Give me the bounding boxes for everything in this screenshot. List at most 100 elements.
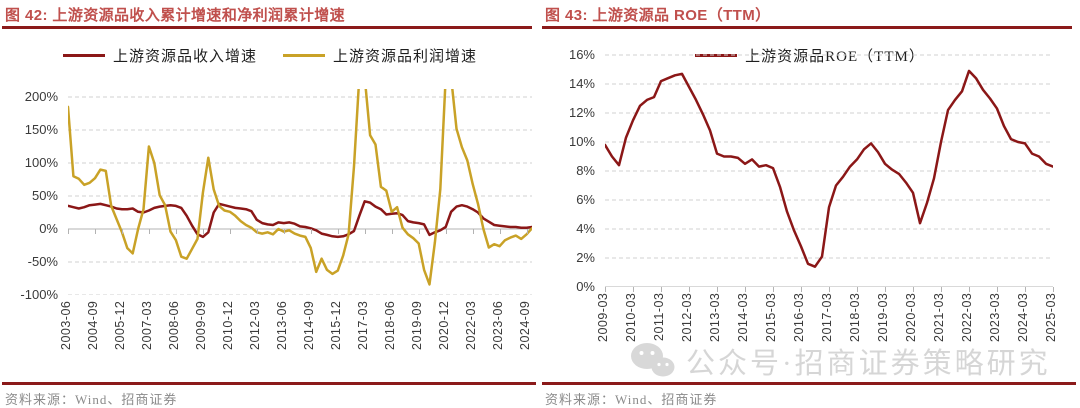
axis-tick (773, 287, 774, 292)
y-axis-label: 50% (31, 188, 58, 203)
x-axis-label: 2014-03 (736, 293, 750, 343)
x-axis-label: 2015-12 (328, 301, 343, 351)
y-axis-label: 10% (568, 134, 595, 149)
revenue-growth-line (68, 200, 532, 239)
x-axis-label: 2020-03 (904, 293, 918, 343)
axis-tick (661, 287, 662, 292)
axis-tick (969, 287, 970, 292)
x-axis-label: 2017-03 (355, 301, 370, 351)
legend-item: 上游资源品ROE（TTM） (695, 45, 925, 66)
y-axis-label: 100% (24, 155, 58, 170)
y-axis-label: 200% (24, 89, 58, 104)
x-axis-label: 2012-03 (680, 293, 694, 343)
axis-tick (857, 287, 858, 292)
chart-plot (68, 89, 532, 295)
x-axis-label: 2025-03 (1044, 293, 1058, 343)
figure-43-panel: 图 43: 上游资源品 ROE（TTM） 上游资源品ROE（TTM） 资料来源：… (540, 0, 1080, 408)
source-text: 资料来源：Wind、招商证券 (545, 392, 718, 407)
x-axis-label: 2012-03 (247, 301, 262, 351)
axis-tick (689, 287, 690, 292)
x-axis-label: 2014-09 (301, 301, 316, 351)
axis-tick (526, 229, 528, 234)
x-axis-label: 2007-03 (139, 301, 154, 351)
axis-tick (364, 229, 366, 234)
legend-swatch (283, 53, 325, 58)
figure-42-title: 图 42: 上游资源品收入累计增速和净利润累计增速 (5, 7, 346, 24)
axis-tick (605, 287, 606, 292)
axis-tick (337, 229, 339, 234)
axis-tick (801, 287, 802, 292)
title-underline (542, 26, 1072, 29)
y-axis-label: 4% (576, 221, 595, 236)
axis-tick (202, 229, 204, 234)
y-axis-label: 14% (568, 76, 595, 91)
x-axis-label: 2023-03 (988, 293, 1002, 343)
axis-tick (391, 229, 393, 234)
x-axis-label: 2017-03 (820, 293, 834, 343)
x-axis-label: 2019-09 (409, 301, 424, 351)
x-axis-label: 2003-06 (59, 301, 73, 351)
x-axis-label: 2022-03 (463, 301, 478, 351)
axis-tick (997, 287, 998, 292)
y-axis-label: 12% (568, 105, 595, 120)
axis-tick (256, 229, 258, 234)
x-axis-label: 2009-03 (596, 293, 610, 343)
axis-tick (472, 229, 474, 234)
legend-swatch (695, 53, 738, 58)
axis-tick (829, 287, 830, 292)
legend-label: 上游资源品ROE（TTM） (745, 49, 925, 65)
legend-item: 上游资源品利润增速 (283, 45, 477, 66)
axis-tick (1053, 287, 1054, 292)
x-axis-label: 2023-06 (490, 301, 505, 351)
x-axis-label: 2024-09 (517, 301, 532, 351)
x-axis-label: 2009-09 (193, 301, 208, 351)
legend-label: 上游资源品收入增速 (112, 49, 257, 65)
figure-43-title: 图 43: 上游资源品 ROE（TTM） (545, 7, 771, 24)
x-axis-label: 2022-03 (960, 293, 974, 343)
axis-tick (310, 229, 312, 234)
axis-tick (148, 229, 150, 234)
axis-tick (121, 229, 123, 234)
axis-tick (445, 229, 447, 234)
source-text: 资料来源：Wind、招商证券 (5, 392, 178, 407)
y-axis-label: -50% (27, 254, 58, 269)
x-axis-label: 2018-03 (848, 293, 862, 343)
x-axis-label: 2013-03 (708, 293, 722, 343)
legend-item: 上游资源品收入增速 (62, 45, 257, 66)
axis-tick (745, 287, 746, 292)
x-axis-label: 2011-03 (652, 293, 666, 342)
x-axis-label: 2021-03 (932, 293, 946, 343)
x-axis-label: 2010-12 (220, 301, 235, 351)
source-divider (2, 382, 536, 385)
axis-tick (418, 229, 420, 234)
chart-plot (605, 54, 1053, 287)
roe-ttm-line (605, 69, 1053, 268)
axis-tick (1025, 287, 1026, 292)
figure-42-panel: 图 42: 上游资源品收入累计增速和净利润累计增速 上游资源品收入增速 上游资源品… (2, 7, 536, 407)
y-axis-label: 0% (39, 221, 58, 236)
source-divider (542, 382, 1076, 385)
axis-tick (941, 287, 942, 292)
axis-tick (633, 287, 634, 292)
legend-swatch (62, 53, 105, 58)
x-axis-label: 2008-06 (166, 301, 181, 351)
axis-tick (885, 287, 886, 292)
y-axis-label: 150% (24, 122, 58, 137)
y-axis-label: 0% (576, 279, 595, 294)
legend-label: 上游资源品利润增速 (333, 49, 478, 65)
x-axis-label: 2018-06 (382, 301, 397, 351)
axis-tick (283, 229, 285, 234)
y-axis-label: -100% (20, 287, 58, 302)
axis-tick (175, 229, 177, 234)
y-axis-label: 6% (576, 192, 595, 207)
x-axis-label: 2013-06 (274, 301, 289, 351)
x-axis-label: 2024-03 (1016, 293, 1030, 343)
x-axis-label: 2016-03 (792, 293, 806, 343)
y-axis-label: 16% (568, 47, 595, 62)
y-axis-label: 2% (576, 250, 595, 265)
x-axis-label: 2020-12 (436, 301, 451, 351)
x-axis-label: 2010-03 (624, 293, 638, 343)
title-underline (2, 26, 532, 29)
x-axis-label: 2015-03 (764, 293, 778, 343)
x-axis-label: 2019-03 (876, 293, 890, 343)
